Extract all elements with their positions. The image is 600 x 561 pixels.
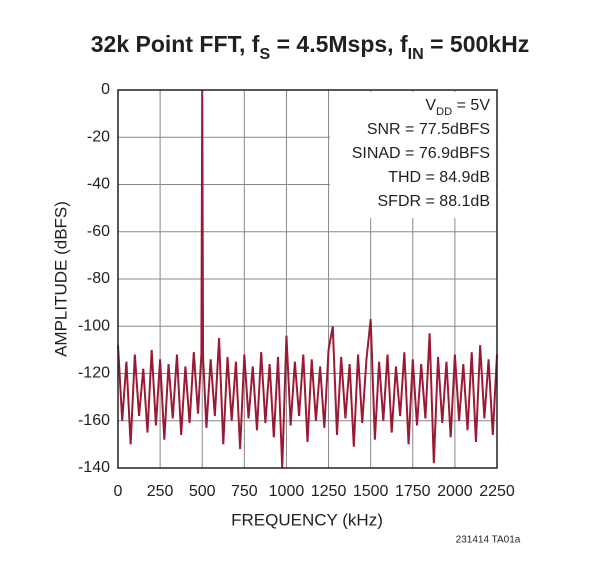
y-tick-label: 0 xyxy=(101,81,110,98)
footnote: 231414 TA01a xyxy=(456,535,521,546)
y-tick-label: -60 xyxy=(87,223,110,240)
y-tick-label: -160 xyxy=(78,412,110,429)
text-part: 32k Point FFT, f xyxy=(91,31,260,57)
annotation: SINAD = 76.9dBFS xyxy=(352,145,490,162)
subscript: S xyxy=(259,45,270,63)
text-part: SFDR = 88.1dB xyxy=(378,193,491,210)
x-tick-label: 750 xyxy=(231,483,258,500)
annotation: SFDR = 88.1dB xyxy=(378,193,491,210)
y-tick-label: -140 xyxy=(78,459,110,476)
annotation: SNR = 77.5dBFS xyxy=(367,121,490,138)
x-tick-label: 1500 xyxy=(353,483,389,500)
y-tick-label: -40 xyxy=(87,176,110,193)
subscript: IN xyxy=(408,45,424,63)
x-tick-label: 2000 xyxy=(437,483,473,500)
x-tick-label: 0 xyxy=(114,483,123,500)
x-tick-label: 250 xyxy=(147,483,174,500)
chart-title: 32k Point FFT, fS = 4.5Msps, fIN = 500kH… xyxy=(91,31,529,63)
text-part: THD = 84.9dB xyxy=(388,169,490,186)
x-tick-label: 1000 xyxy=(269,483,305,500)
x-tick-label: 1250 xyxy=(311,483,347,500)
text-part: SNR = 77.5dBFS xyxy=(367,121,490,138)
annotation-background xyxy=(330,92,496,218)
x-tick-label: 1750 xyxy=(395,483,431,500)
subscript: DD xyxy=(436,106,452,118)
x-tick-label: 2250 xyxy=(479,483,515,500)
text-part: = 4.5Msps, f xyxy=(270,31,408,57)
y-tick-label: -120 xyxy=(78,365,110,382)
text-part: V xyxy=(425,97,436,114)
annotation: VDD = 5V xyxy=(425,97,490,118)
y-tick-label: -80 xyxy=(87,270,110,287)
annotation: THD = 84.9dB xyxy=(388,169,490,186)
text-part: = 500kHz xyxy=(424,31,530,57)
text-part: SINAD = 76.9dBFS xyxy=(352,145,490,162)
spectrum-line xyxy=(117,89,498,469)
x-axis-label: FREQUENCY (kHz) xyxy=(231,510,383,529)
y-tick-label: -100 xyxy=(78,317,110,334)
plot-frame xyxy=(117,89,498,469)
text-part: = 5V xyxy=(452,97,490,114)
y-axis-label: AMPLITUDE (dBFS) xyxy=(51,201,70,357)
y-tick-label: -20 xyxy=(87,128,110,145)
x-tick-label: 500 xyxy=(189,483,216,500)
